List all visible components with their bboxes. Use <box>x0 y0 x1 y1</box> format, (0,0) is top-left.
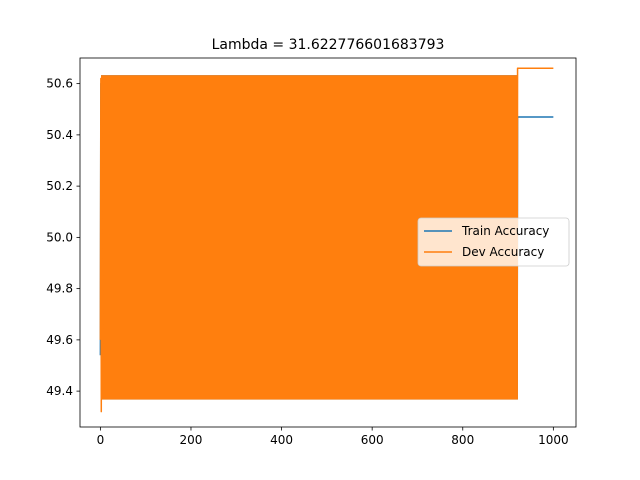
legend-box <box>417 217 570 267</box>
legend-label-1: Dev Accuracy <box>462 245 544 259</box>
axes: 0 200 400 600 800 1000 49.4 49.6 49.8 50.0 50.2 50.… <box>46 57 577 447</box>
y-tick-label-1: 49.6 <box>46 333 73 347</box>
legend: Train Accuracy Dev Accuracy <box>417 217 570 267</box>
y-tick-label-3: 50.0 <box>46 230 73 244</box>
chart-title: Lambda = 31.622776601683793 <box>212 37 445 53</box>
x-tick-label-1: 200 <box>180 433 203 447</box>
x-tick-label-2: 400 <box>270 433 293 447</box>
series-line-1 <box>99 67 554 413</box>
y-tick-label-2: 49.8 <box>46 282 73 296</box>
y-tick-label-6: 50.6 <box>46 77 73 91</box>
y-tick-label-4: 50.2 <box>46 179 73 193</box>
x-tick-label-5: 1000 <box>538 433 569 447</box>
y-tick-label-0: 49.4 <box>46 384 73 398</box>
axes-frame <box>79 57 577 428</box>
y-tick-label-5: 50.4 <box>46 128 73 142</box>
x-tick-label-3: 600 <box>361 433 384 447</box>
x-tick-label-0: 0 <box>97 433 105 447</box>
legend-label-0: Train Accuracy <box>461 224 549 238</box>
x-tick-label-4: 800 <box>451 433 474 447</box>
